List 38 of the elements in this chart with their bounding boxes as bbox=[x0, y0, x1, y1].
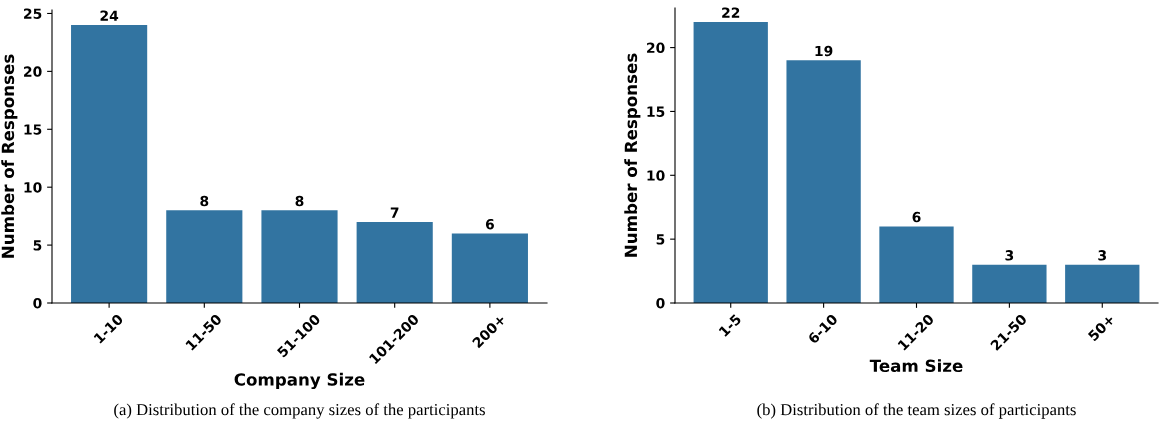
x-axis-title: Team Size bbox=[869, 359, 963, 373]
data-label: 3 bbox=[1098, 250, 1106, 261]
data-label: 24 bbox=[100, 10, 119, 21]
bar bbox=[879, 226, 954, 303]
y-axis-title: Number of Responses bbox=[1, 54, 18, 258]
y-tick-label: 10 bbox=[647, 170, 665, 181]
data-label: 19 bbox=[815, 45, 833, 57]
bar bbox=[71, 25, 148, 303]
data-label: 6 bbox=[485, 218, 494, 230]
x-axis-title: Company Size bbox=[234, 372, 365, 390]
data-label: 8 bbox=[200, 195, 209, 207]
bar bbox=[1065, 264, 1140, 303]
y-tick-label: 20 bbox=[24, 66, 42, 77]
bar bbox=[693, 22, 768, 303]
data-label: 3 bbox=[1005, 250, 1014, 261]
y-tick-label: 0 bbox=[33, 297, 42, 309]
y-tick-label: 5 bbox=[33, 240, 42, 251]
data-label: 6 bbox=[912, 211, 921, 223]
y-axis-title: Number of Responses bbox=[624, 53, 641, 257]
x-tick-label: 1-5 bbox=[718, 313, 742, 337]
y-tick-label: 0 bbox=[656, 297, 665, 309]
y-tick-label: 20 bbox=[647, 42, 665, 54]
bar bbox=[356, 221, 433, 303]
bar bbox=[786, 60, 861, 303]
bar bbox=[451, 233, 528, 303]
bar bbox=[261, 210, 338, 303]
y-tick-label: 25 bbox=[24, 8, 42, 19]
bar bbox=[972, 264, 1047, 303]
y-tick-label: 10 bbox=[24, 182, 42, 193]
data-label: 8 bbox=[295, 195, 304, 207]
data-label: 22 bbox=[722, 7, 740, 18]
text: (a) Distribution of the company sizes of the participants bbox=[114, 403, 485, 419]
y-tick-label: 15 bbox=[24, 124, 42, 135]
data-label: 7 bbox=[390, 207, 399, 218]
bar bbox=[166, 210, 243, 303]
text: (b) Distribution of the team sizes of participants bbox=[757, 403, 1076, 419]
y-tick-label: 15 bbox=[647, 106, 665, 117]
y-tick-label: 5 bbox=[656, 234, 665, 245]
